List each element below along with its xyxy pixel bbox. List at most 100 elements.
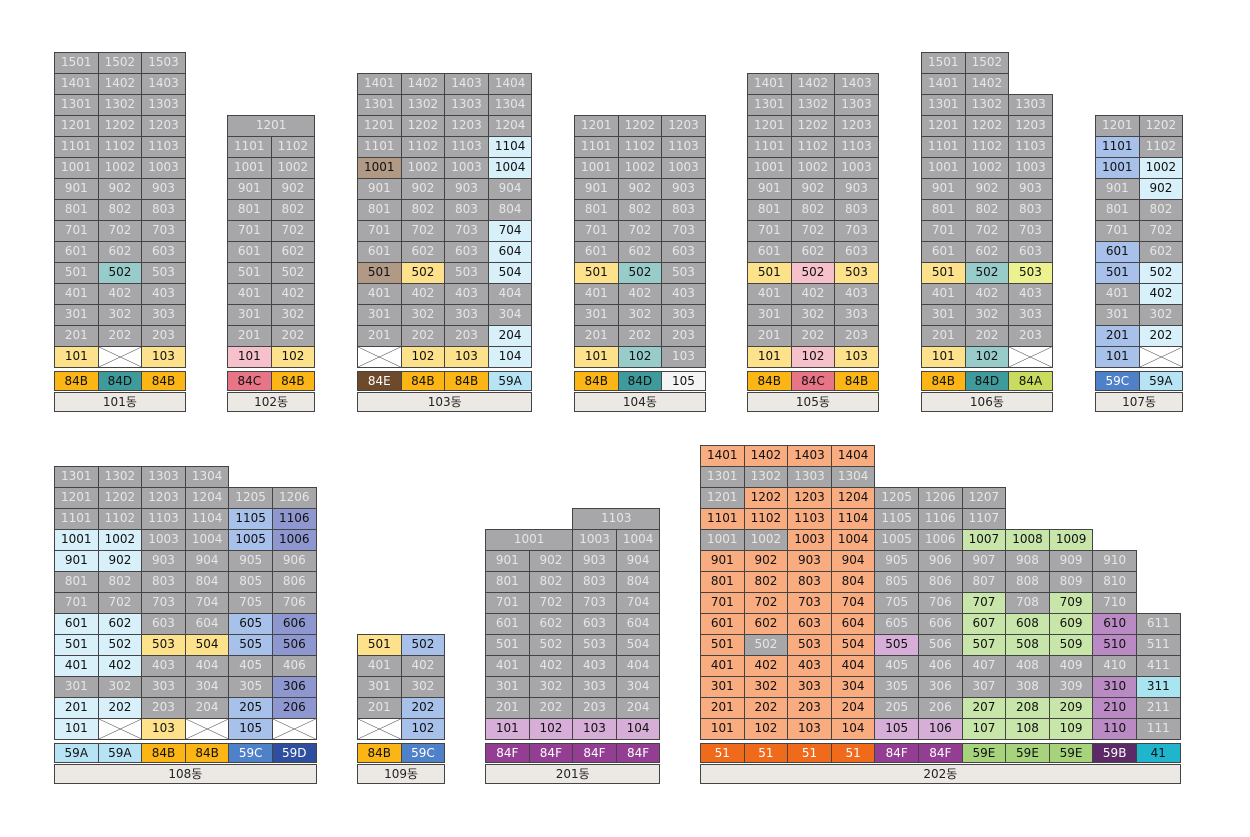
available-unit-cell: 102	[964, 346, 1010, 368]
sold-unit-cell: 401	[357, 283, 402, 305]
available-unit-cell: 207	[961, 697, 1007, 719]
sold-unit-cell: 1503	[141, 52, 186, 74]
sold-unit-cell: 202	[617, 325, 663, 347]
sold-unit-cell: 909	[1048, 550, 1094, 572]
sold-unit-cell: 1004	[615, 529, 661, 551]
sold-unit-cell: 1202	[1138, 115, 1184, 137]
sold-unit-cell: 803	[572, 571, 617, 593]
available-unit-cell: 102	[400, 346, 446, 368]
available-unit-cell: 105	[874, 718, 919, 740]
available-unit-cell: 1001	[1095, 157, 1140, 179]
sold-unit-cell: 1201	[1095, 115, 1140, 137]
available-unit-cell: 701	[700, 592, 745, 614]
available-unit-cell: 604	[830, 613, 876, 635]
available-unit-cell: 1204	[830, 487, 876, 509]
sold-unit-cell: 1005	[874, 529, 919, 551]
sold-unit-cell: 1202	[97, 115, 143, 137]
sold-unit-cell: 903	[141, 178, 186, 200]
sold-unit-cell: 902	[528, 550, 574, 572]
sold-unit-cell: 306	[918, 676, 963, 698]
sold-unit-cell: 1301	[54, 94, 99, 116]
available-unit-cell: 206	[272, 697, 317, 719]
unit-type-label: 51	[787, 743, 832, 763]
available-unit-cell: 602	[97, 613, 143, 635]
available-unit-cell: 304	[830, 676, 876, 698]
unit-type-label: 51	[743, 743, 789, 763]
available-unit-cell: 103	[444, 346, 489, 368]
available-unit-cell: 210	[1092, 697, 1137, 719]
available-unit-cell: 1402	[743, 445, 789, 467]
sold-unit-cell: 1003	[834, 157, 879, 179]
sold-unit-cell: 402	[400, 655, 446, 677]
sold-unit-cell: 402	[528, 655, 574, 677]
sold-unit-cell: 802	[790, 199, 836, 221]
sold-unit-cell: 1001	[485, 529, 574, 551]
sold-unit-cell: 403	[141, 283, 186, 305]
available-unit-cell: 311	[1136, 676, 1181, 698]
sold-unit-cell: 1501	[921, 52, 966, 74]
sold-unit-cell: 1304	[830, 466, 876, 488]
sold-unit-cell: 603	[834, 241, 879, 263]
sold-unit-cell: 902	[400, 178, 446, 200]
sold-unit-cell: 201	[747, 325, 792, 347]
sold-unit-cell: 701	[921, 220, 966, 242]
sold-unit-cell: 704	[184, 592, 230, 614]
sold-unit-cell: 1403	[141, 73, 186, 95]
sold-unit-cell: 906	[918, 550, 963, 572]
available-unit-cell: 508	[1005, 634, 1050, 656]
available-unit-cell: 105	[228, 718, 273, 740]
sold-unit-cell: 902	[964, 178, 1010, 200]
sold-unit-cell: 103	[661, 346, 706, 368]
sold-unit-cell: 702	[528, 592, 574, 614]
available-unit-cell: 502	[400, 634, 446, 656]
available-unit-cell: 507	[961, 634, 1007, 656]
available-unit-cell: 501	[357, 634, 402, 656]
sold-unit-cell: 203	[661, 325, 706, 347]
sold-unit-cell: 705	[228, 592, 273, 614]
sold-unit-cell: 1003	[661, 157, 706, 179]
sold-unit-cell: 403	[444, 283, 489, 305]
available-unit-cell: 104	[830, 718, 876, 740]
sold-unit-cell: 802	[964, 199, 1010, 221]
unit-type-label: 84F	[485, 743, 530, 763]
available-unit-cell: 208	[1005, 697, 1050, 719]
sold-unit-cell: 901	[357, 178, 402, 200]
sold-unit-cell: 908	[1005, 550, 1050, 572]
sold-unit-cell: 503	[141, 262, 186, 284]
sold-unit-cell: 1001	[700, 529, 745, 551]
sold-unit-cell: 904	[487, 178, 533, 200]
sold-unit-cell: 602	[617, 241, 663, 263]
sold-unit-cell: 902	[97, 178, 143, 200]
sold-unit-cell: 603	[141, 241, 186, 263]
available-unit-cell: 103	[572, 718, 617, 740]
sold-unit-cell: 1401	[54, 73, 99, 95]
building-name-label: 103동	[357, 392, 533, 412]
sold-unit-cell: 1303	[141, 466, 186, 488]
sold-unit-cell: 1101	[227, 136, 272, 158]
sold-unit-cell: 404	[487, 283, 533, 305]
sold-unit-cell: 301	[574, 304, 619, 326]
available-unit-cell: 901	[54, 550, 99, 572]
available-unit-cell: 102	[270, 346, 316, 368]
sold-unit-cell: 303	[661, 304, 706, 326]
unit-type-label: 84C	[790, 371, 836, 391]
sold-unit-cell: 1102	[1138, 136, 1184, 158]
sold-unit-cell: 1002	[270, 157, 316, 179]
sold-unit-cell: 601	[921, 241, 966, 263]
sold-unit-cell: 308	[1005, 676, 1050, 698]
sold-unit-cell: 1002	[97, 157, 143, 179]
sold-unit-cell: 203	[834, 325, 879, 347]
available-unit-cell: 101	[54, 718, 99, 740]
sold-unit-cell: 1002	[617, 157, 663, 179]
sold-unit-cell: 201	[921, 325, 966, 347]
sold-unit-cell: 611	[1136, 613, 1181, 635]
unit-type-label: 59C	[228, 743, 273, 763]
building-name-label: 105동	[747, 392, 879, 412]
available-unit-cell: 1102	[743, 508, 789, 530]
sold-unit-cell: 202	[270, 325, 316, 347]
sold-unit-cell: 501	[54, 262, 99, 284]
sold-unit-cell: 301	[227, 304, 272, 326]
sold-unit-cell: 1403	[834, 73, 879, 95]
sold-unit-cell: 410	[1092, 655, 1137, 677]
